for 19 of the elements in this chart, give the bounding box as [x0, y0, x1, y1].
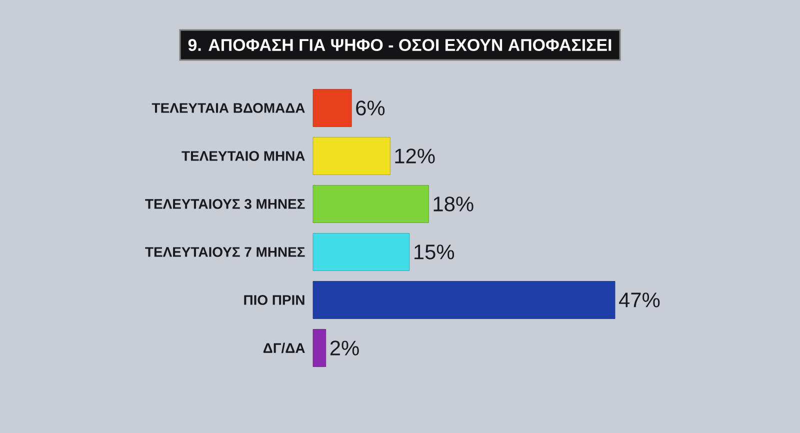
y-tick-label: ΠΙΟ ΠΡΙΝ: [244, 295, 304, 305]
y-tick-label: ΤΕΛΕΥΤΑΙΟΥΣ 3 ΜΗΝΕΣ: [145, 199, 305, 209]
bar: [312, 281, 616, 319]
data-label: 18%: [434, 196, 474, 212]
data-label: 47%: [619, 292, 660, 308]
bar: [312, 137, 390, 175]
bar: [312, 185, 429, 223]
bar: [312, 89, 352, 127]
y-tick-label: ΤΕΛΕΥΤΑΙΟΥΣ 7 ΜΗΝΕΣ: [145, 247, 305, 257]
bar: [312, 233, 410, 271]
data-label: 15%: [414, 244, 454, 260]
chart-title: 9. ΑΠΟΦΑΣΗ ΓΙΑ ΨΗΦΟ - ΟΣΟΙ ΕΧΟΥΝ ΑΠΟΦΑΣΙΣΕΙ: [188, 38, 612, 51]
y-tick-label: ΤΕΛΕΥΤΑΙΑ ΒΔΟΜΑΔΑ: [152, 103, 305, 113]
data-label: 12%: [395, 148, 435, 164]
y-tick-label: ΤΕΛΕΥΤΑΙΟ ΜΗΝΑ: [182, 151, 305, 161]
data-label: 2%: [330, 340, 359, 356]
bar: [312, 329, 326, 367]
y-tick-label: ΔΓ/ΔΑ: [263, 342, 305, 354]
data-label: 6%: [356, 100, 385, 116]
